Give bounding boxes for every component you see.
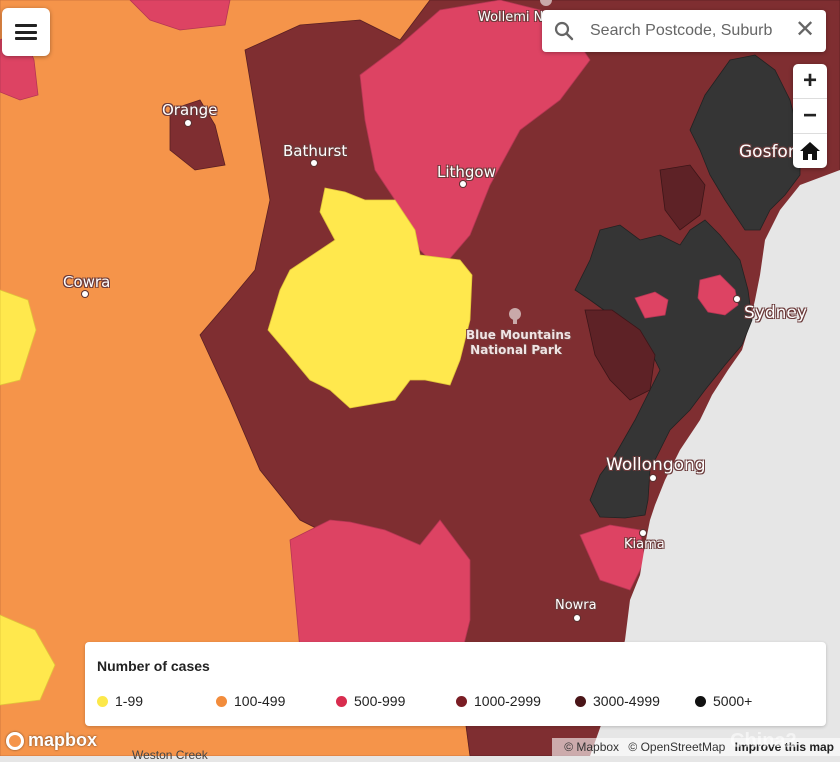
zoom-in-button[interactable]: +: [793, 64, 827, 99]
place-dot-kiama: [640, 530, 646, 536]
place-dot-wollongong: [650, 475, 656, 481]
region-1-99-southwest: [0, 614, 56, 706]
place-label-bathurst: Bathurst: [283, 142, 348, 160]
region-3000-4999-west-sydney: [584, 309, 656, 401]
legend: Number of cases 1-99 100-499 500-999 100…: [85, 642, 826, 726]
home-button[interactable]: [793, 134, 827, 168]
watermark: China2: [730, 730, 797, 752]
attribution-mapbox-link[interactable]: © Mapbox: [564, 740, 620, 754]
region-3000-4999-north: [659, 164, 706, 231]
legend-item: 3000-4999: [575, 692, 660, 710]
region-500-999-top: [129, 0, 231, 31]
place-label-lithgow: Lithgow: [437, 163, 496, 181]
home-icon: [800, 142, 820, 160]
legend-swatch-100-499: [216, 695, 227, 707]
legend-title: Number of cases: [97, 658, 210, 674]
mapbox-logo-icon: [6, 731, 24, 750]
place-label-orange: Orange: [162, 101, 218, 119]
legend-label: 100-499: [234, 693, 286, 709]
legend-label: 1000-2999: [474, 693, 541, 709]
mapbox-logo-text: mapbox: [28, 730, 98, 750]
place-dot-sydney: [734, 296, 740, 302]
coast-ocean: [625, 170, 840, 640]
place-dot-cowra: [82, 291, 88, 297]
legend-swatch-500-999: [336, 695, 347, 707]
region-500-999-lithgow: [359, 0, 591, 271]
legend-item: 1000-2999: [456, 692, 541, 710]
park-line-1: Blue Mountains: [466, 328, 572, 342]
legend-label: 3000-4999: [593, 693, 660, 709]
region-500-999-inner: [697, 274, 739, 316]
legend-swatch-1000-2999: [456, 695, 467, 707]
region-1000-2999-orange: [169, 99, 226, 171]
search-box: ✕: [542, 10, 826, 52]
place-dot-bathurst: [311, 160, 317, 166]
region-1-99-west: [0, 289, 37, 386]
place-label-gosford: Gosfor: [739, 142, 795, 162]
minus-icon: −: [802, 102, 817, 129]
park-line-2: National Park: [470, 343, 562, 357]
attribution: © Mapbox © OpenStreetMap Improve this ma…: [552, 738, 840, 756]
place-dot-orange: [185, 120, 191, 126]
region-1-99-central: [267, 187, 473, 409]
legend-item: 5000+: [695, 692, 752, 710]
place-label-sydney: Sydney: [744, 303, 807, 323]
legend-swatch-1-99: [97, 695, 108, 707]
legend-item: 100-499: [216, 692, 285, 710]
park-icon-top: [540, 0, 552, 6]
legend-items: 1-99 100-499 500-999 1000-2999 3000-4999…: [97, 692, 797, 710]
legend-label: 500-999: [354, 693, 406, 709]
attribution-osm-link[interactable]: © OpenStreetMap: [628, 740, 726, 754]
improve-map-link[interactable]: Improve this map: [734, 740, 834, 754]
menu-button[interactable]: [2, 8, 50, 56]
zoom-out-button[interactable]: −: [793, 99, 827, 134]
hamburger-menu-icon: [15, 24, 37, 40]
place-label-wollemi: Wollemi N: [478, 10, 544, 25]
close-icon[interactable]: ✕: [794, 16, 816, 43]
place-label-cowra: Cowra: [63, 273, 111, 291]
search-icon[interactable]: [554, 21, 574, 41]
region-500-999-inner2: [634, 291, 669, 319]
legend-swatch-5000-plus: [695, 695, 706, 707]
legend-label: 1-99: [115, 693, 144, 709]
place-label-weston-creek: Weston Creek: [132, 748, 208, 762]
legend-item: 500-999: [336, 692, 405, 710]
zoom-control: + −: [793, 64, 827, 168]
legend-swatch-3000-4999: [575, 695, 586, 707]
park-icon: [509, 308, 521, 324]
place-label-wollongong: Wollongong: [606, 455, 706, 475]
place-dot-nowra: [574, 615, 580, 621]
place-dot-lithgow: [460, 181, 466, 187]
place-label-blue-mountains: Blue Mountains National Park: [466, 328, 572, 358]
legend-label: 5000+: [713, 693, 753, 709]
plus-icon: +: [802, 67, 817, 94]
mapbox-logo[interactable]: mapbox: [6, 730, 97, 751]
region-5000-plus-gosford: [689, 54, 801, 231]
search-input[interactable]: [590, 18, 780, 44]
legend-item: 1-99: [97, 692, 143, 710]
place-label-nowra: Nowra: [555, 598, 597, 613]
place-label-kiama: Kiama: [624, 537, 665, 552]
